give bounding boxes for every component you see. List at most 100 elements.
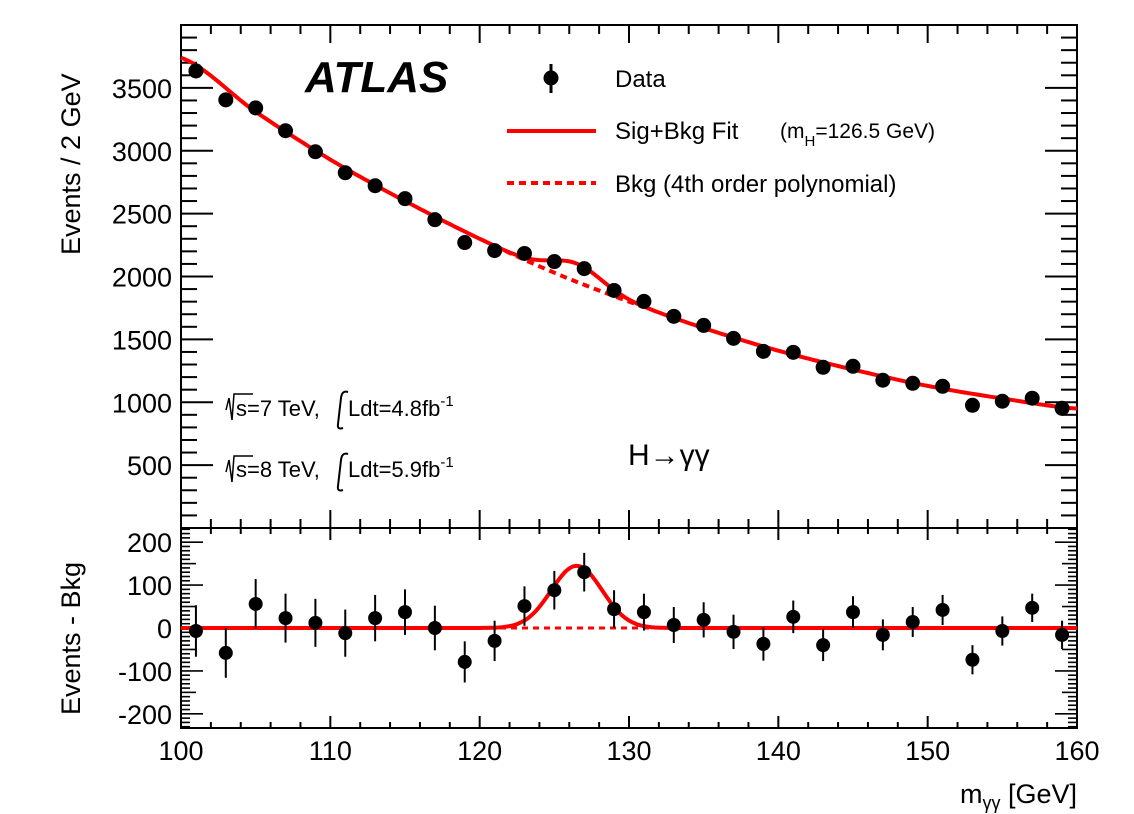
data-point — [696, 317, 712, 333]
legend-entry-bkg: Bkg (4th order polynomial) — [507, 171, 896, 198]
lumi-7-value: Ldt=4.8fb — [348, 396, 440, 421]
residual-point — [875, 627, 890, 642]
residual-point — [935, 602, 950, 617]
residual-point — [517, 599, 532, 614]
residual-point — [965, 652, 980, 667]
legend-fit-mass-sub: H — [805, 133, 816, 150]
residual-point — [846, 605, 860, 620]
x-axis-title-m: m — [960, 779, 983, 809]
data-point — [546, 254, 562, 270]
data-point — [905, 375, 921, 391]
legend-fit-mass-prefix: (m — [780, 120, 805, 143]
integral-icon-8 — [336, 452, 349, 492]
x-axis-title-unit: [GeV] — [1000, 779, 1077, 809]
lumi-8-value: Ldt=5.9fb — [348, 457, 440, 482]
data-point — [397, 191, 413, 207]
legend-entry-fit: Sig+Bkg Fit (mH=126.5 GeV) — [507, 118, 935, 150]
residual-fit-curves — [181, 563, 1077, 630]
y-tick-label-residual: 200 — [127, 528, 172, 558]
data-point — [188, 63, 204, 79]
residual-point — [457, 654, 472, 669]
residual-point — [666, 617, 681, 632]
y-tick-label-main: 2000 — [112, 263, 172, 293]
data-point — [516, 245, 532, 261]
legend-fit-label: Sig+Bkg Fit — [615, 118, 739, 145]
residual-y-tick-labels: -200 -100 0 100 200 — [118, 528, 172, 730]
sqrt-icon-8 — [225, 455, 253, 483]
lumi-7-sup: -1 — [440, 393, 453, 410]
residual-point — [786, 609, 801, 624]
x-tick-labels: 100 110 120 130 140 150 160 — [158, 736, 1099, 766]
atlas-label: ATLAS — [304, 53, 448, 102]
residual-point — [607, 602, 622, 617]
x-tick-label: 130 — [606, 736, 651, 766]
data-point — [726, 330, 742, 346]
residual-point — [308, 615, 323, 630]
main-fit-curves — [180, 55, 1078, 411]
x-tick-label: 110 — [309, 736, 352, 766]
data-point — [636, 293, 652, 309]
residual-point — [696, 612, 711, 627]
data-point — [994, 393, 1010, 409]
data-point — [367, 178, 383, 194]
x-tick-label: 140 — [756, 736, 801, 766]
data-point — [785, 344, 801, 360]
data-point — [755, 343, 771, 359]
residual-point — [218, 645, 233, 660]
main-panel-ticks — [180, 25, 1078, 528]
legend-entry-data: Data — [543, 64, 666, 93]
y-tick-label-residual: 100 — [127, 571, 172, 601]
x-tick-label: 120 — [457, 736, 502, 766]
legend-fit-mass: (mH=126.5 GeV) — [780, 120, 935, 150]
energy-8-text: s=8 TeV, — [236, 457, 320, 482]
data-point — [248, 100, 264, 116]
x-tick-label: 160 — [1054, 736, 1099, 766]
energy-7-text: s=7 TeV, — [236, 396, 320, 421]
sqrt-icon-7 — [225, 393, 253, 421]
process-label: H→γγ — [628, 439, 710, 472]
data-point — [1054, 400, 1070, 416]
residual-point — [547, 583, 562, 598]
residual-point — [577, 565, 592, 580]
residual-point — [995, 624, 1010, 639]
integral-icon-7 — [336, 390, 349, 430]
residual-point — [756, 636, 771, 651]
data-point — [457, 235, 473, 251]
data-point — [307, 144, 323, 160]
energy-annotation-7tev: s=7 TeV, Ldt=4.8fb-1 — [225, 390, 454, 430]
y-tick-label-main: 1500 — [112, 325, 172, 355]
residual-point — [188, 624, 203, 639]
y-tick-label-residual: 0 — [157, 614, 172, 644]
residual-point — [1055, 627, 1070, 642]
residual-point — [816, 638, 831, 653]
legend-data-label: Data — [615, 66, 666, 93]
y-tick-label-main: 3500 — [112, 74, 172, 104]
residual-point — [905, 614, 920, 629]
residual-panel: -200 -100 0 100 200 — [118, 527, 1078, 730]
data-point — [278, 123, 294, 139]
y-axis-title-main: Events / 2 GeV — [56, 73, 86, 255]
y-tick-label-main: 500 — [127, 451, 172, 481]
main-y-tick-labels: 500 1000 1500 2000 2500 3000 3500 — [112, 74, 172, 481]
data-point — [1024, 390, 1040, 406]
data-point — [935, 378, 951, 394]
main-data-points — [188, 63, 1070, 416]
y-tick-label-main: 1000 — [112, 388, 172, 418]
y-tick-label-residual: -200 — [118, 700, 172, 730]
data-point — [487, 243, 503, 259]
residual-point — [1025, 600, 1040, 615]
residual-data-points — [188, 552, 1070, 683]
residual-point — [726, 624, 741, 639]
y-tick-label-residual: -100 — [118, 657, 172, 687]
x-axis-title: mγγ [GeV] — [960, 779, 1077, 813]
data-point — [964, 397, 980, 413]
residual-point — [278, 611, 293, 626]
x-tick-label: 100 — [158, 736, 203, 766]
residual-point — [248, 596, 263, 611]
data-point — [427, 212, 443, 228]
residual-panel-ticks — [180, 528, 1078, 728]
data-point — [875, 372, 891, 388]
lumi-7-text: Ldt=4.8fb-1 — [348, 393, 454, 421]
y-tick-label-main: 3000 — [112, 137, 172, 167]
